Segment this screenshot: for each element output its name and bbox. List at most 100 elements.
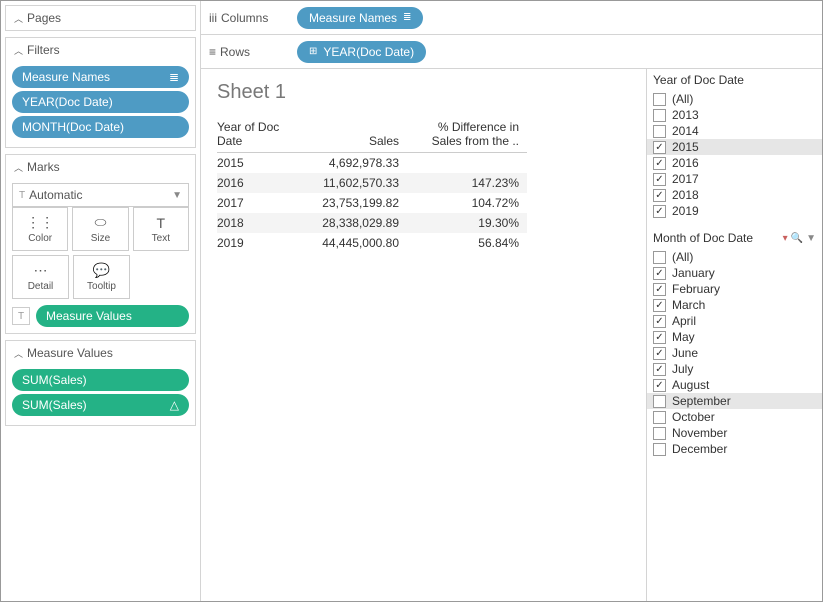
filter-item[interactable]: March bbox=[647, 297, 822, 313]
filters-header[interactable]: ︿ Filters bbox=[6, 38, 195, 62]
columns-icon: iii bbox=[209, 11, 217, 25]
filter-item[interactable]: November bbox=[647, 425, 822, 441]
mark-color-button[interactable]: ⋮⋮Color bbox=[12, 207, 68, 251]
filter-pill[interactable]: YEAR(Doc Date) bbox=[12, 91, 189, 113]
mark-detail-button[interactable]: ⋯Detail bbox=[12, 255, 69, 299]
checkbox[interactable] bbox=[653, 251, 666, 264]
filter-pill[interactable]: MONTH(Doc Date) bbox=[12, 116, 189, 138]
pill-label: Measure Values bbox=[46, 309, 132, 323]
pages-header[interactable]: ︿ Pages bbox=[6, 6, 195, 30]
filter-item[interactable]: October bbox=[647, 409, 822, 425]
mark-label: Size bbox=[91, 233, 110, 244]
filters-body: Measure Names≣ YEAR(Doc Date) MONTH(Doc Da… bbox=[6, 62, 195, 147]
mark-label: Tooltip bbox=[87, 281, 116, 292]
rows-pill[interactable]: ⊞ YEAR(Doc Date) bbox=[297, 41, 426, 63]
mark-label: Color bbox=[28, 233, 52, 244]
table-row[interactable]: 201611,602,570.33147.23% bbox=[217, 173, 527, 193]
marks-type-select[interactable]: T Automatic ▼ bbox=[12, 183, 189, 207]
pill-label: Measure Names bbox=[309, 11, 397, 25]
checkbox[interactable] bbox=[653, 331, 666, 344]
month-filter: Month of Doc Date ▾ 🔍 ▼ (All)JanuaryFebr… bbox=[647, 227, 822, 457]
mvalues-header[interactable]: ︿ Measure Values bbox=[6, 341, 195, 365]
filter-item[interactable]: 2014 bbox=[647, 123, 822, 139]
checkbox[interactable] bbox=[653, 443, 666, 456]
filter-item[interactable]: July bbox=[647, 361, 822, 377]
checkbox[interactable] bbox=[653, 125, 666, 138]
filter-item[interactable]: 2019 bbox=[647, 203, 822, 219]
filter-item[interactable]: (All) bbox=[647, 249, 822, 265]
mark-text-button[interactable]: TText bbox=[133, 207, 189, 251]
filter-item[interactable]: (All) bbox=[647, 91, 822, 107]
tooltip-icon: 💬 bbox=[93, 262, 110, 279]
columns-shelf[interactable]: iii Columns Measure Names ≣ bbox=[201, 1, 822, 35]
filter-item[interactable]: 2013 bbox=[647, 107, 822, 123]
marks-header[interactable]: ︿ Marks bbox=[6, 155, 195, 179]
checkbox[interactable] bbox=[653, 347, 666, 360]
filter-item[interactable]: January bbox=[647, 265, 822, 281]
checkbox[interactable] bbox=[653, 267, 666, 280]
table-row[interactable]: 201944,445,000.8056.84% bbox=[217, 233, 527, 253]
checkbox[interactable] bbox=[653, 363, 666, 376]
data-table: Year of Doc Date Sales % Difference in S… bbox=[217, 116, 527, 253]
table-row[interactable]: 201828,338,029.8919.30% bbox=[217, 213, 527, 233]
checkbox[interactable] bbox=[653, 299, 666, 312]
filter-item[interactable]: 2015 bbox=[647, 139, 822, 155]
filter-item[interactable]: December bbox=[647, 441, 822, 457]
checkbox[interactable] bbox=[653, 109, 666, 122]
cell-sales: 44,445,000.80 bbox=[297, 233, 407, 253]
checkbox[interactable] bbox=[653, 205, 666, 218]
filter-item[interactable]: August bbox=[647, 377, 822, 393]
filter-title-icons[interactable]: ▾ 🔍 ▼ bbox=[783, 233, 816, 244]
filter-item[interactable]: 2017 bbox=[647, 171, 822, 187]
cell-sales: 28,338,029.89 bbox=[297, 213, 407, 233]
filter-item[interactable]: May bbox=[647, 329, 822, 345]
bars-icon: ≣ bbox=[169, 70, 179, 84]
filter-item[interactable]: 2018 bbox=[647, 187, 822, 203]
checkbox[interactable] bbox=[653, 395, 666, 408]
checkbox[interactable] bbox=[653, 157, 666, 170]
cell-diff: 19.30% bbox=[407, 213, 527, 233]
mark-tooltip-button[interactable]: 💬 Tooltip bbox=[73, 255, 130, 299]
filter-item[interactable]: 2016 bbox=[647, 155, 822, 171]
mark-label: Detail bbox=[28, 281, 54, 292]
measure-values-pill[interactable]: Measure Values bbox=[36, 305, 189, 327]
checkbox[interactable] bbox=[653, 315, 666, 328]
pill-label: SUM(Sales) bbox=[22, 398, 87, 412]
filter-icon: ▾ bbox=[783, 233, 788, 244]
checkbox[interactable] bbox=[653, 411, 666, 424]
checkbox[interactable] bbox=[653, 427, 666, 440]
measure-pill[interactable]: SUM(Sales) bbox=[12, 369, 189, 391]
delta-icon: △ bbox=[170, 398, 179, 412]
filter-item-label: June bbox=[672, 346, 698, 360]
checkbox[interactable] bbox=[653, 173, 666, 186]
search-icon: 🔍 bbox=[791, 233, 803, 244]
measure-pill[interactable]: SUM(Sales) △ bbox=[12, 394, 189, 416]
checkbox[interactable] bbox=[653, 283, 666, 296]
filter-item-label: 2016 bbox=[672, 156, 699, 170]
rows-shelf[interactable]: ≡ Rows ⊞ YEAR(Doc Date) bbox=[201, 35, 822, 69]
table-row[interactable]: 20154,692,978.33 bbox=[217, 153, 527, 174]
checkbox[interactable] bbox=[653, 379, 666, 392]
pill-label: MONTH(Doc Date) bbox=[22, 120, 124, 134]
filter-item-label: (All) bbox=[672, 250, 693, 264]
filter-item-label: 2019 bbox=[672, 204, 699, 218]
checkbox[interactable] bbox=[653, 93, 666, 106]
col-year: Year of Doc Date bbox=[217, 116, 297, 153]
mark-size-button[interactable]: ⬭Size bbox=[72, 207, 128, 251]
cell-diff: 104.72% bbox=[407, 193, 527, 213]
marks-title: Marks bbox=[27, 160, 60, 174]
filter-item[interactable]: April bbox=[647, 313, 822, 329]
columns-pill[interactable]: Measure Names ≣ bbox=[297, 7, 423, 29]
pages-title: Pages bbox=[27, 11, 61, 25]
cell-year: 2016 bbox=[217, 173, 297, 193]
table-row[interactable]: 201723,753,199.82104.72% bbox=[217, 193, 527, 213]
filter-item[interactable]: June bbox=[647, 345, 822, 361]
filter-item-label: October bbox=[672, 410, 715, 424]
checkbox[interactable] bbox=[653, 189, 666, 202]
filter-pill[interactable]: Measure Names≣ bbox=[12, 66, 189, 88]
filter-item-label: 2017 bbox=[672, 172, 699, 186]
cell-diff: 147.23% bbox=[407, 173, 527, 193]
filter-item[interactable]: September bbox=[647, 393, 822, 409]
checkbox[interactable] bbox=[653, 141, 666, 154]
filter-item[interactable]: February bbox=[647, 281, 822, 297]
